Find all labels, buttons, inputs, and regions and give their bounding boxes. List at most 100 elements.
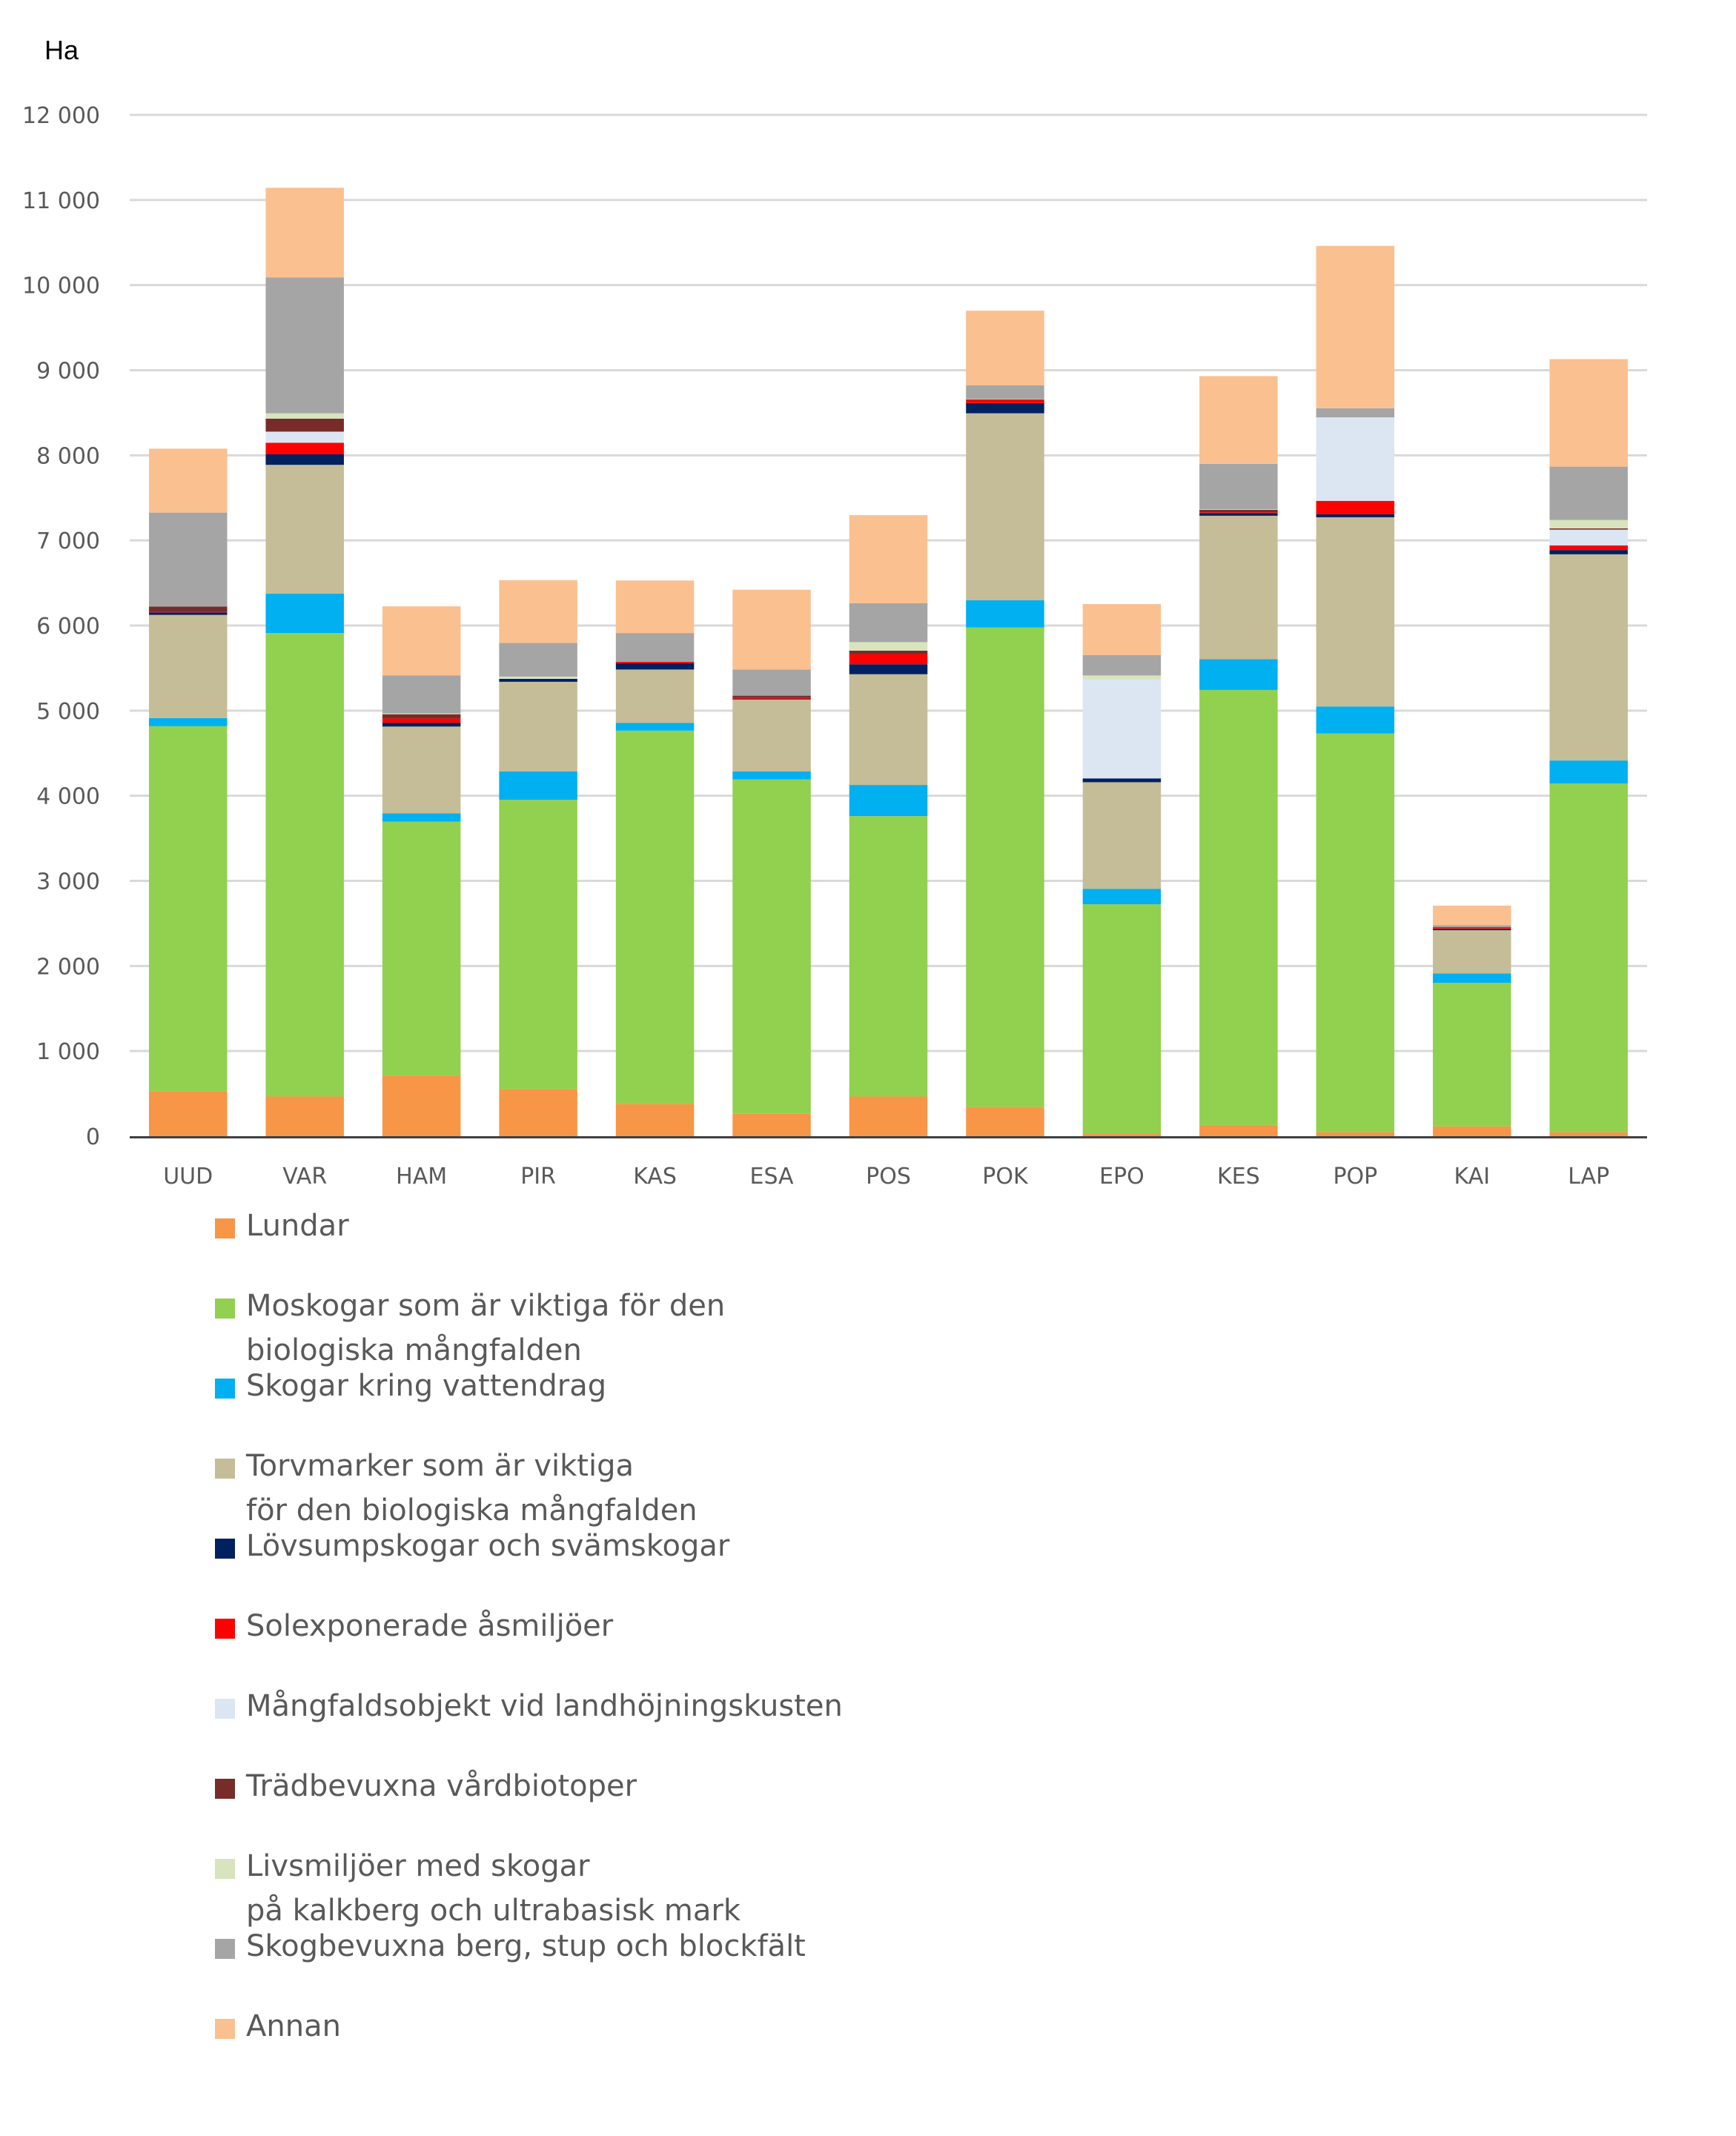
bar-segment	[382, 1075, 461, 1136]
bar-segment	[732, 695, 811, 697]
bar-segment	[1549, 554, 1629, 761]
legend-label: Skogbevuxna berg, stup och blockfält	[246, 1929, 806, 1963]
bar-segment	[1549, 466, 1629, 520]
y-tick-label: 4 000	[36, 784, 100, 810]
bar-segment	[849, 650, 928, 654]
bar-segment	[1433, 973, 1511, 984]
x-tick-label: KAI	[1454, 1164, 1491, 1190]
bar-segment	[615, 1104, 695, 1136]
y-tick-label: 3 000	[36, 869, 100, 895]
legend-swatch	[215, 1298, 235, 1319]
bar-segment	[966, 311, 1044, 385]
bar-segment	[849, 654, 928, 665]
legend-item: Skogar kring vattendrag	[215, 1368, 1253, 1448]
bar-segment	[732, 779, 811, 1114]
legend-item: Solexponerade åsmiljöer	[215, 1608, 1253, 1688]
bar-segment	[849, 664, 928, 674]
y-tick-label: 12 000	[22, 103, 100, 129]
bar-segment	[615, 633, 695, 662]
bar-segment	[1549, 1132, 1629, 1136]
legend-item: Lundar	[215, 1208, 1253, 1288]
x-tick-label: HAM	[396, 1164, 447, 1190]
bar-segment	[148, 726, 228, 1092]
bar-segment	[265, 1096, 344, 1136]
bar-segment	[265, 277, 344, 414]
bar-segment	[1199, 509, 1278, 510]
y-tick-label: 7 000	[36, 528, 100, 554]
legend-item: Livsmiljöer med skogar på kalkberg och u…	[215, 1848, 1253, 1928]
bar-segment	[615, 663, 695, 670]
y-tick-label: 6 000	[36, 614, 100, 640]
bar-segment	[265, 431, 344, 443]
bar-segment	[1549, 528, 1629, 530]
bar-stack-ham	[382, 606, 461, 1136]
bar-segment	[499, 580, 577, 643]
bar-segment	[1199, 376, 1278, 464]
legend-item: Annan	[215, 2009, 1253, 2089]
bar-segment	[382, 813, 461, 822]
legend-label: Solexponerade åsmiljöer	[246, 1609, 614, 1643]
legend-item: Skogbevuxna berg, stup och blockfält	[215, 1928, 1253, 2009]
bar-segment	[966, 600, 1044, 628]
bar-segment	[1433, 925, 1511, 928]
bar-segment	[966, 1107, 1044, 1136]
bar-segment	[849, 642, 928, 651]
legend-swatch	[215, 1779, 235, 1799]
bar-segment	[1549, 545, 1629, 551]
bar-segment	[1316, 500, 1395, 514]
bar-segment	[1199, 659, 1278, 690]
bar-stack-pir	[499, 580, 577, 1136]
bar-segment	[148, 611, 228, 613]
legend-item: Mångfaldsobjekt vid landhöjningskusten	[215, 1688, 1253, 1768]
bar-segment	[1316, 245, 1395, 408]
bar-segment	[265, 188, 344, 278]
x-tick-label: POS	[866, 1164, 911, 1190]
bar-segment	[148, 1091, 228, 1136]
y-tick-label: 2 000	[36, 954, 100, 980]
legend-swatch	[215, 1859, 235, 1879]
bar-segment	[1433, 929, 1511, 931]
bar-segment	[1082, 604, 1162, 655]
bar-segment	[148, 606, 228, 612]
legend-item: Lövsumpskogar och svämskogar	[215, 1528, 1253, 1608]
bar-segment	[732, 669, 811, 696]
legend-label: Trädbevuxna vårdbiotoper	[246, 1769, 637, 1803]
y-axis-unit-label: Ha	[44, 35, 79, 65]
bar-segment	[1549, 550, 1629, 554]
bar-segment	[265, 633, 344, 1097]
y-tick-label: 0	[86, 1124, 100, 1150]
bar-stack-kai	[1433, 905, 1511, 1136]
y-tick-label: 10 000	[22, 273, 100, 299]
x-axis-labels: UUD VAR HAM PIR KAS ESA POS POK EPO KES POP KAI LAP	[163, 1164, 1609, 1190]
bar-stack-pos	[849, 515, 928, 1136]
y-tick-label: 8 000	[36, 443, 100, 469]
bar-segment	[1199, 513, 1278, 516]
bar-segment	[615, 669, 695, 723]
bar-segment	[615, 723, 695, 731]
bar-segment	[382, 726, 461, 814]
bar-stack-kes	[1199, 376, 1278, 1136]
x-tick-label: KAS	[633, 1164, 677, 1190]
bar-segment	[148, 512, 228, 607]
bar-segment	[1082, 675, 1162, 680]
bar-segment	[615, 730, 695, 1104]
bar-segment	[1433, 905, 1511, 926]
bar-segment	[1082, 904, 1162, 1135]
bar-segment	[615, 580, 695, 634]
bar-segment	[499, 771, 577, 800]
bar-segment	[1316, 514, 1395, 517]
y-tick-label: 5 000	[36, 699, 100, 725]
bar-segment	[1199, 512, 1278, 514]
bar-stack-pop	[1316, 245, 1395, 1136]
bar-segment	[265, 418, 344, 432]
bar-segment	[732, 697, 811, 699]
bar-segment	[1199, 1124, 1278, 1136]
legend-label: Livsmiljöer med skogar på kalkberg och u…	[246, 1849, 741, 1928]
bar-segment	[148, 448, 228, 513]
bar-segment	[1549, 359, 1629, 467]
x-tick-label: KES	[1217, 1164, 1260, 1190]
legend-swatch	[215, 1459, 235, 1479]
legend-item: Trädbevuxna vårdbiotoper	[215, 1768, 1253, 1848]
bar-segment	[849, 816, 928, 1097]
bar-segment	[966, 627, 1044, 1107]
